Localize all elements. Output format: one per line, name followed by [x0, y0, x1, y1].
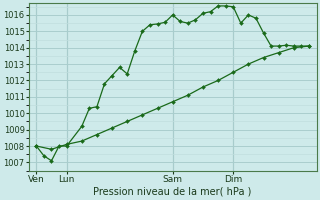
X-axis label: Pression niveau de la mer( hPa ): Pression niveau de la mer( hPa ) [93, 187, 252, 197]
